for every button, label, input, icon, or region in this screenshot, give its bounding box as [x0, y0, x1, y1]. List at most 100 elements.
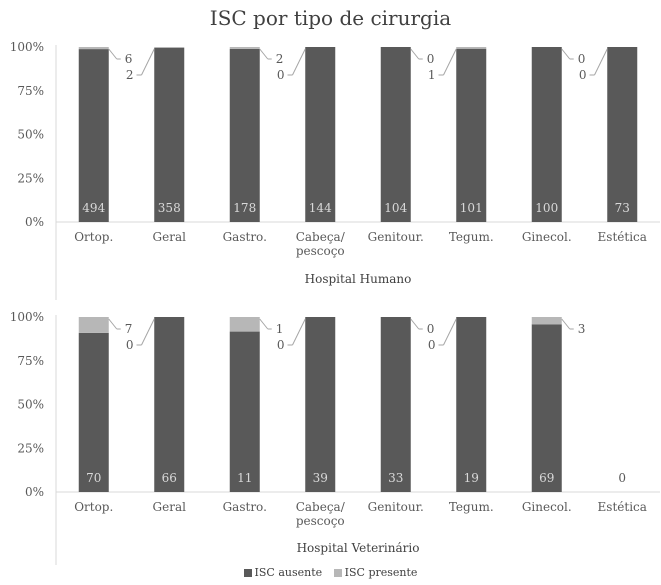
data-label-ausente: 358 [158, 201, 181, 215]
callout-leader [259, 48, 269, 60]
x-tick-label: Ginecol. [522, 230, 572, 244]
callout-label-ausente: 0 [126, 338, 134, 352]
bar-isc-ausente [531, 47, 562, 222]
callout-label-presente: 0 [578, 52, 586, 66]
bar-isc-ausente [78, 332, 109, 492]
bar-isc-ausente [456, 317, 487, 492]
callout-label-presente: 7 [125, 322, 133, 336]
callout-leader [108, 318, 118, 330]
panel-title: Hospital Veterinário [297, 541, 420, 555]
data-label-ausente: 100 [535, 201, 558, 215]
bar-isc-presente [229, 47, 260, 49]
bar-isc-presente [78, 317, 109, 333]
callout-label-ausente: 0 [579, 68, 587, 82]
bar-isc-presente [531, 317, 562, 325]
legend-item-presente: ISC presente [333, 566, 418, 579]
x-tick-label: Cabeça/ [296, 500, 346, 514]
data-label-ausente: 101 [460, 201, 483, 215]
callout-leader [108, 48, 118, 60]
bar-isc-presente [78, 47, 109, 50]
legend-label-ausente: ISC ausente [254, 566, 323, 579]
x-tick-label: pescoço [296, 244, 345, 258]
callout-label-presente: 2 [276, 52, 284, 66]
callout-leader [141, 48, 155, 76]
data-label-ausente: 104 [384, 201, 407, 215]
callout-leader [410, 318, 420, 330]
x-tick-label: Geral [153, 230, 187, 244]
bar-isc-presente [154, 47, 185, 48]
x-tick-label: Tegum. [449, 230, 494, 244]
x-tick-label: Ginecol. [522, 500, 572, 514]
y-tick-label: 100% [10, 40, 44, 54]
callout-leader [443, 48, 457, 76]
x-tick-label: Genitour. [368, 230, 424, 244]
x-tick-label: Geral [153, 500, 187, 514]
callout-leader [292, 318, 306, 346]
callout-leader [259, 318, 269, 330]
data-label-ausente: 69 [539, 471, 554, 485]
bar-isc-ausente [531, 324, 562, 492]
bar-isc-presente [229, 317, 260, 332]
bar-isc-ausente [229, 331, 260, 492]
data-label-ausente: 11 [237, 471, 252, 485]
bar-isc-ausente [305, 317, 336, 492]
bar-isc-ausente [456, 48, 487, 223]
panel-title: Hospital Humano [305, 272, 412, 286]
x-tick-label: Gastro. [223, 500, 267, 514]
bar-isc-ausente [380, 47, 411, 222]
y-tick-label: 25% [17, 171, 44, 185]
x-tick-label: pescoço [296, 514, 345, 528]
legend-swatch-presente [333, 568, 342, 577]
callout-leader [292, 48, 306, 76]
data-label-ausente: 178 [233, 201, 256, 215]
x-tick-label: Ortop. [74, 230, 113, 244]
data-label-ausente: 144 [309, 201, 332, 215]
bar-isc-ausente [305, 47, 336, 222]
x-tick-label: Genitour. [368, 500, 424, 514]
data-label-ausente: 33 [388, 471, 403, 485]
callout-leader [443, 318, 457, 346]
data-label-ausente: 39 [313, 471, 328, 485]
callout-label-ausente: 0 [277, 68, 285, 82]
bar-isc-ausente [229, 48, 260, 222]
callout-label-ausente: 2 [126, 68, 134, 82]
callout-leader [141, 318, 155, 346]
callout-label-presente: 0 [427, 322, 435, 336]
bar-isc-ausente [78, 49, 109, 222]
x-tick-label: Tegum. [449, 500, 494, 514]
data-label-ausente: 19 [464, 471, 479, 485]
callout-label-presente: 6 [125, 52, 133, 66]
x-tick-label: Gastro. [223, 230, 267, 244]
callout-label-ausente: 0 [428, 338, 436, 352]
callout-label-ausente: 1 [428, 68, 436, 82]
callout-leader [561, 318, 571, 330]
y-tick-label: 0% [25, 485, 44, 499]
callout-leader [594, 48, 608, 76]
bar-isc-ausente [380, 317, 411, 492]
legend-label-presente: ISC presente [344, 566, 418, 579]
bar-isc-ausente [154, 47, 185, 222]
x-tick-label: Ortop. [74, 500, 113, 514]
x-tick-label: Estética [598, 500, 647, 514]
x-tick-label: Estética [598, 230, 647, 244]
y-tick-label: 100% [10, 310, 44, 324]
bar-isc-presente [456, 47, 487, 49]
callout-label-presente: 1 [276, 322, 284, 336]
callout-leader [410, 48, 420, 60]
y-tick-label: 0% [25, 215, 44, 229]
chart-legend: ISC ausente ISC presente [0, 566, 661, 580]
callout-leader [561, 48, 571, 60]
data-label-ausente: 66 [162, 471, 177, 485]
data-label-ausente: 73 [615, 201, 630, 215]
x-tick-label: Cabeça/ [296, 230, 346, 244]
bar-isc-ausente [154, 317, 185, 492]
legend-swatch-ausente [243, 568, 252, 577]
y-tick-label: 50% [17, 128, 44, 142]
bar-isc-ausente [607, 47, 638, 222]
y-tick-label: 25% [17, 441, 44, 455]
data-label-ausente: 70 [86, 471, 101, 485]
callout-label-presente: 3 [578, 322, 586, 336]
y-tick-label: 75% [17, 84, 44, 98]
